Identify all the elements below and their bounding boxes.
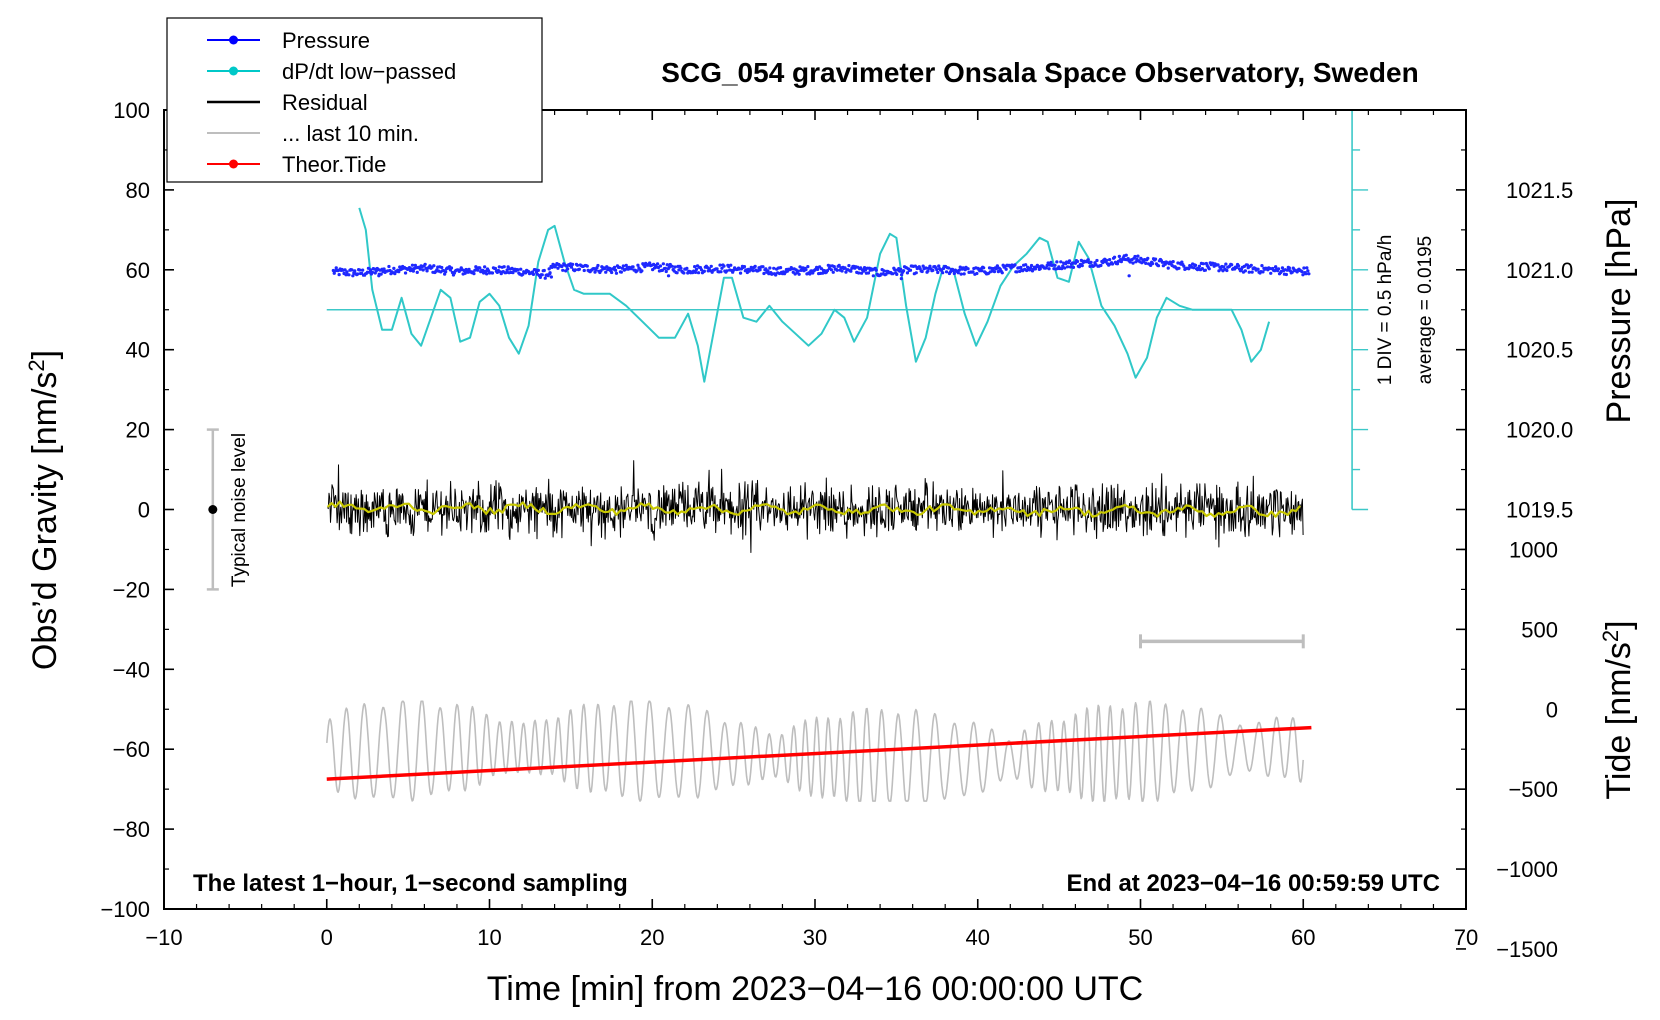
- y-tick-label: −60: [113, 737, 150, 762]
- pressure-tick-label: 1019.5: [1506, 498, 1573, 523]
- x-axis-title: Time [min] from 2023−04−16 00:00:00 UTC: [487, 970, 1143, 1008]
- legend-label: Residual: [282, 90, 368, 115]
- legend: Pressure dP/dt low−passed Residual ... last…: [166, 17, 543, 183]
- dpdt-average-label: average = 0.0195: [1415, 236, 1436, 384]
- x-tick-label: 10: [477, 925, 501, 950]
- pressure-spikes: [377, 272, 1131, 281]
- residual-series: [327, 460, 1304, 553]
- x-tick-label: 50: [1128, 925, 1152, 950]
- y-tick-label: 60: [126, 258, 150, 283]
- pressure-tick-label: 1021.5: [1506, 178, 1573, 203]
- y-tick-label: 40: [126, 338, 150, 363]
- y-tick-label: 80: [126, 178, 150, 203]
- axes-layer: −10 0 10 20 30 40 50 60 70100806040200−20−40−60−…: [100, 98, 1573, 962]
- y-tick-label: 20: [126, 418, 150, 443]
- y-tick-label: 100: [113, 98, 150, 123]
- noise-bar-center: [208, 505, 218, 514]
- legend-label: Theor.Tide: [282, 152, 386, 177]
- legend-marker: [229, 159, 238, 169]
- x-tick-label: −10: [145, 925, 182, 950]
- y-tick-label: −80: [113, 817, 150, 842]
- pressure-tick-label: 1020.5: [1506, 338, 1573, 363]
- pressure-axis-title: Pressure [hPa]: [1600, 199, 1638, 424]
- series-layer: [206, 109, 1369, 802]
- tide-tick-label: 0: [1546, 697, 1558, 722]
- tide-tick-label: −1500: [1496, 937, 1558, 962]
- x-tick-label: 70: [1454, 925, 1478, 950]
- legend-marker: [229, 66, 238, 76]
- x-tick-label: 30: [803, 925, 827, 950]
- x-tick-label: 40: [966, 925, 990, 950]
- residual-smoothed-series: [326, 500, 1301, 518]
- sampling-note: The latest 1−hour, 1−second sampling: [193, 870, 628, 897]
- y-tick-label: −40: [113, 657, 150, 682]
- last-10-min-series: [326, 700, 1304, 802]
- x-tick-label: 20: [640, 925, 664, 950]
- dpdt-lowpassed-series: [358, 207, 1271, 383]
- theoretical-tide-series: [326, 725, 1312, 781]
- x-tick-label: 60: [1291, 925, 1315, 950]
- legend-entries: Pressure dP/dt low−passed Residual ... last…: [207, 28, 456, 177]
- x-tick-label: 0: [321, 925, 333, 950]
- legend-label: dP/dt low−passed: [282, 59, 456, 84]
- tide-tick-label: 1000: [1509, 537, 1558, 562]
- dpdt-scale-label: 1 DIV = 0.5 hPa/h: [1375, 235, 1396, 386]
- legend-label: ... last 10 min.: [282, 121, 419, 146]
- chart-title: SCG_054 gravimeter Onsala Space Observat…: [661, 57, 1418, 88]
- tide-tick-label: −500: [1508, 777, 1558, 802]
- tide-tick-label: −1000: [1496, 857, 1558, 882]
- legend-label: Pressure: [282, 28, 370, 53]
- end-time-note: End at 2023−04−16 00:59:59 UTC: [1066, 870, 1440, 897]
- noise-level-label: Typical noise level: [229, 433, 250, 587]
- y-tick-label: −100: [100, 897, 150, 922]
- legend-box: [166, 17, 543, 183]
- pressure-tick-label: 1020.0: [1506, 418, 1573, 443]
- legend-marker: [229, 35, 238, 45]
- tide-axis-title: Tide [nm/s2]: [1598, 620, 1638, 799]
- y-tick-label: 0: [138, 498, 150, 523]
- y-axis-title: Obs’d Gravity [nm/s2]: [24, 350, 64, 670]
- pressure-tick-label: 1021.0: [1506, 258, 1573, 283]
- tide-tick-label: 500: [1521, 617, 1558, 642]
- y-tick-label: −20: [113, 577, 150, 602]
